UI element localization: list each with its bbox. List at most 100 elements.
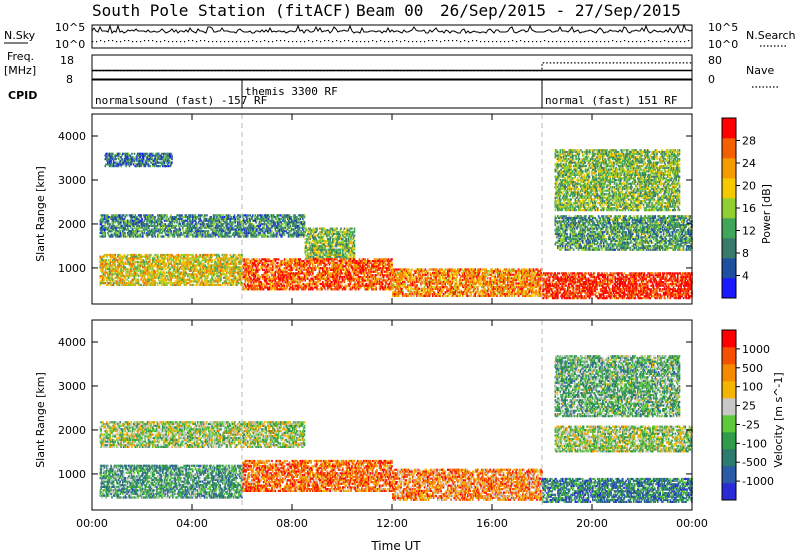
range-gate-cell (304, 214, 306, 216)
range-gate-cell (236, 230, 238, 232)
n-search-point (160, 41, 161, 42)
n-search-point (648, 40, 649, 41)
range-gate-cell (325, 245, 327, 247)
n-search-point (560, 41, 561, 42)
range-gate-cell (175, 225, 177, 227)
range-gate-cell (309, 252, 311, 254)
range-gate-cell (184, 232, 186, 234)
range-gate-cell (206, 214, 208, 216)
n-search-point (496, 41, 497, 42)
range-gate-cell (126, 279, 128, 281)
n-search-point (588, 41, 589, 42)
n-search-point (516, 41, 517, 42)
n-search-point (116, 41, 117, 42)
range-gate-cell (140, 214, 142, 216)
range-gate-cell (166, 214, 168, 216)
range-gate-cell (666, 220, 668, 222)
range-gate-cell (228, 214, 230, 216)
n-search-point (524, 41, 525, 42)
range-gate-cell (110, 223, 112, 225)
cpid-segments: normalsound (fast) -157 RFthemis 3300 RF… (95, 80, 677, 108)
n-search-point (344, 40, 345, 41)
n-search-point (656, 41, 657, 42)
n-search-point (232, 41, 233, 42)
range-gate-cell (616, 243, 618, 245)
n-search-point (436, 40, 437, 41)
range-gate-cell (590, 249, 592, 251)
n-search-point (520, 40, 521, 41)
range-gate-cell (325, 229, 327, 231)
n-search-point (304, 41, 305, 42)
range-gate-cell (188, 235, 190, 237)
range-gate-cell (666, 240, 668, 242)
range-gate-cell (573, 249, 575, 251)
range-gate-cell (105, 282, 107, 284)
range-gate-cell (160, 228, 162, 230)
range-gate-cell (152, 225, 154, 227)
range-gate-cell (105, 232, 107, 234)
n-search-point (532, 41, 533, 42)
cpid-segment-label: themis 3300 RF (245, 85, 338, 98)
range-gate-cell (317, 256, 319, 258)
range-gate-cell (138, 279, 140, 281)
range-gate-cell (203, 235, 205, 237)
range-gate-cell (223, 230, 225, 232)
n-search-label: N.Search (746, 29, 796, 42)
n-search-point (164, 40, 165, 41)
range-gate-cell (630, 249, 632, 251)
n-search-point (424, 41, 425, 42)
range-gate-cell (610, 219, 612, 221)
range-gate-cell (150, 254, 152, 256)
range-gate-cell (668, 220, 670, 222)
nave-tick-80: 80 (708, 54, 722, 67)
range-gate-cell (344, 228, 346, 230)
n-search-point (264, 40, 265, 41)
n-search-point (452, 40, 453, 41)
range-gate-cell (619, 222, 621, 224)
range-gate-cell (561, 220, 563, 222)
range-gate-cell (106, 261, 108, 263)
range-gate-cell (110, 282, 112, 284)
range-gate-cell (585, 229, 587, 231)
range-gate-cell (230, 216, 232, 218)
n-search-point (628, 41, 629, 42)
range-gate-cell (555, 217, 557, 219)
n-search-point (564, 41, 565, 42)
range-gate-cell (121, 225, 123, 227)
n-search-point (272, 41, 273, 42)
range-gate-cell (278, 214, 280, 216)
range-gate-cell (269, 235, 271, 237)
range-gate-cell (334, 240, 336, 242)
n-search-point (292, 41, 293, 42)
range-gate-cell (595, 231, 597, 233)
freq-panel-frame (92, 55, 692, 79)
range-gate-cell (140, 284, 142, 286)
n-search-point (616, 41, 617, 42)
range-gate-cell (675, 215, 677, 217)
range-gate-cell (210, 216, 212, 218)
range-gate-cell (240, 214, 242, 216)
freq-unit-label: [MHz] (4, 64, 36, 77)
range-gate-cell (347, 229, 349, 231)
n-search-point (200, 40, 201, 41)
n-search-point (592, 41, 593, 42)
range-gate-cell (340, 228, 342, 230)
range-gate-cell (307, 252, 309, 254)
range-gate-cell (252, 214, 254, 216)
n-search-point (428, 40, 429, 41)
n-search-point (416, 41, 417, 42)
range-gate-cell (316, 228, 318, 230)
range-gate-cell (629, 222, 631, 224)
range-gate-cell (350, 250, 352, 252)
range-gate-cell (213, 227, 215, 229)
range-gate-cell (354, 240, 356, 242)
cpid-segment-label: normal (fast) 151 RF (545, 94, 677, 107)
range-gate-cell (594, 247, 596, 249)
range-gate-cell (139, 284, 141, 286)
range-gate-cell (304, 221, 306, 223)
n-search-point (260, 41, 261, 42)
n-search-point (632, 41, 633, 42)
range-gate-cell (634, 247, 636, 249)
range-gate-cell (190, 220, 192, 222)
range-gate-cell (642, 236, 644, 238)
